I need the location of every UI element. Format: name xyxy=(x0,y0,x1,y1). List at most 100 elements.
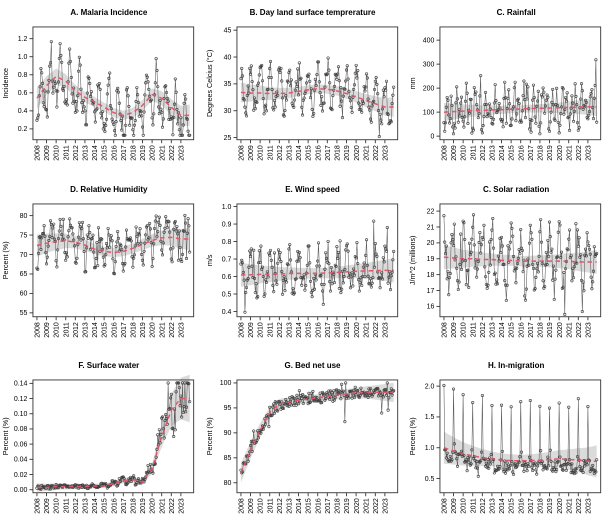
x-tick-label: 2012 xyxy=(73,498,80,514)
trend-line xyxy=(36,236,190,253)
panel-solar-radiation: C. Solar radiation 16 17 18 19 20 21 22 2008 200… xyxy=(407,177,611,354)
x-tick-label: 2018 xyxy=(130,322,137,338)
y-tick-label: 0.5 xyxy=(425,476,435,483)
x-tick-label: 2020 xyxy=(353,145,360,161)
y-tick-label: 25 xyxy=(223,135,231,142)
x-tick-label: 2021 xyxy=(159,145,166,161)
x-tick-label: 2010 xyxy=(461,145,468,161)
y-tick-label: 80 xyxy=(20,213,28,220)
y-tick-label: 0.10 xyxy=(14,411,28,418)
y-axis: 55 60 65 70 75 80 xyxy=(20,213,33,317)
x-tick-label: 2010 xyxy=(257,498,264,514)
x-tick-label: 2023 xyxy=(382,322,389,338)
y-tick-label: 0 xyxy=(431,133,435,140)
panel-surface-water: F. Surface water 0.00 0.02 0.04 0.06 0.08 0.1… xyxy=(0,353,204,530)
y-axis-label: J/m^2 (millions) xyxy=(409,235,417,285)
y-axis-label: Percent (%) xyxy=(206,418,214,456)
x-tick-label: 2020 xyxy=(353,498,360,514)
x-tick-label: 2015 xyxy=(305,322,312,338)
y-tick-label: 22 xyxy=(427,208,435,215)
x-tick-label: 2009 xyxy=(451,498,458,514)
x-tick-label: 2020 xyxy=(150,145,157,161)
x-tick-label: 2013 xyxy=(490,498,497,514)
y-tick-label: 300 xyxy=(423,61,435,68)
y-tick-label: 0.6 xyxy=(221,273,231,280)
x-tick-label: 2019 xyxy=(547,498,554,514)
x-tick-label: 2014 xyxy=(92,145,99,161)
confidence-band xyxy=(240,82,394,117)
x-tick-label: 2008 xyxy=(238,145,245,161)
x-tick-label: 2021 xyxy=(567,145,574,161)
x-tick-label: 2016 xyxy=(111,145,118,161)
y-tick-label: 200 xyxy=(423,85,435,92)
x-tick-label: 2014 xyxy=(296,322,303,338)
y-axis: 0.4 0.5 0.6 0.7 0.8 0.9 1.0 xyxy=(221,204,237,315)
confidence-band xyxy=(36,375,190,492)
x-tick-label: 2010 xyxy=(54,145,61,161)
y-tick-label: 85 xyxy=(223,455,231,462)
x-tick-label: 2009 xyxy=(44,498,51,514)
x-tick-label: 2015 xyxy=(305,145,312,161)
confidence-band xyxy=(240,382,394,483)
y-tick-label: 100 xyxy=(219,381,231,388)
x-tick-label: 2012 xyxy=(277,145,284,161)
x-tick-label: 2023 xyxy=(586,498,593,514)
panel-title: E. Wind speed xyxy=(285,184,340,194)
x-tick-label: 2019 xyxy=(140,498,147,514)
x-tick-label: 2013 xyxy=(490,322,497,338)
x-tick-label: 2015 xyxy=(102,498,109,514)
x-tick-label: 2022 xyxy=(576,145,583,161)
x-tick-label: 2010 xyxy=(54,322,61,338)
x-tick-label: 2013 xyxy=(83,498,90,514)
x-tick-label: 2016 xyxy=(519,322,526,338)
x-tick-label: 2021 xyxy=(363,322,370,338)
x-tick-label: 2011 xyxy=(267,145,274,160)
x-tick-label: 2014 xyxy=(499,322,506,338)
x-tick-label: 2013 xyxy=(83,322,90,338)
y-tick-label: 1.2 xyxy=(18,36,28,43)
x-axis: 2008 2009 2010 2011 2012 2013 2014 2015 2016 2017… xyxy=(442,316,593,337)
trend-line xyxy=(240,269,394,276)
x-tick-label: 2008 xyxy=(35,145,42,161)
y-tick-label: 19 xyxy=(427,256,435,263)
x-tick-label: 2022 xyxy=(576,322,583,338)
x-tick-label: 2008 xyxy=(238,498,245,514)
x-tick-label: 2017 xyxy=(528,498,535,514)
x-tick-label: 2011 xyxy=(63,322,70,337)
y-tick-label: 0.7 xyxy=(221,256,231,263)
y-axis-label: m/s xyxy=(206,254,214,266)
y-tick-label: 0.9 xyxy=(221,221,231,228)
x-tick-label: 2023 xyxy=(178,322,185,338)
x-tick-label: 2022 xyxy=(373,145,380,161)
series-points xyxy=(35,213,192,275)
x-tick-label: 2020 xyxy=(557,322,564,338)
plot-box xyxy=(236,203,398,317)
trend-line xyxy=(444,256,598,263)
y-tick-label: 0.5 xyxy=(221,291,231,298)
y-tick-label: 0.14 xyxy=(14,381,28,388)
x-tick-label: 2022 xyxy=(373,322,380,338)
x-tick-label: 2019 xyxy=(547,322,554,338)
x-tick-label: 2009 xyxy=(451,322,458,338)
x-tick-label: 2018 xyxy=(334,322,341,338)
x-tick-label: 2011 xyxy=(471,145,478,160)
x-tick-label: 2014 xyxy=(296,498,303,514)
x-tick-label: 2011 xyxy=(471,322,478,337)
x-tick-label: 2011 xyxy=(63,498,70,513)
confidence-band xyxy=(36,227,190,257)
x-tick-label: 2008 xyxy=(35,322,42,338)
panel-title: C. Rainfall xyxy=(496,8,536,17)
x-tick-label: 2017 xyxy=(121,498,128,514)
series-line xyxy=(36,382,190,491)
trend-line xyxy=(240,87,394,108)
x-tick-label: 2019 xyxy=(547,145,554,161)
x-tick-label: 2021 xyxy=(363,145,370,161)
y-tick-label: 70 xyxy=(20,251,28,258)
x-tick-label: 2008 xyxy=(442,498,449,514)
x-tick-label: 2008 xyxy=(442,145,449,161)
y-tick-label: 65 xyxy=(20,271,28,278)
y-tick-label: 35 xyxy=(223,81,231,88)
x-tick-label: 2011 xyxy=(471,498,478,513)
y-tick-label: 90 xyxy=(223,430,231,437)
